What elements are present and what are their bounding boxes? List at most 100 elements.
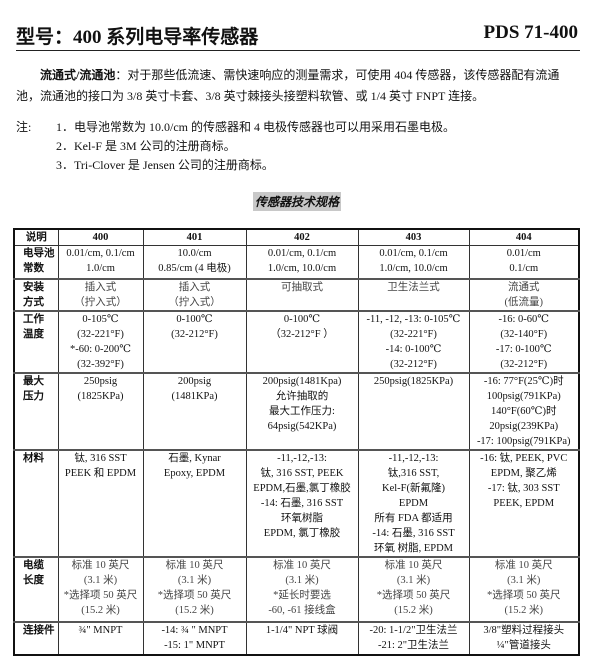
cell-line: -14: 石墨, 316 SST xyxy=(260,497,344,509)
row-label: 工作 温度 xyxy=(13,309,59,373)
table-cell: 0.01/cm, 0.1/cm 1.0/cm, 10.0/cm xyxy=(357,245,470,279)
table-cell: -16: 77°F(25℃)时 100psig(791KPa) 140°F(60℃)… xyxy=(468,371,580,450)
cell-line: 250psig(1825KPa) xyxy=(373,375,454,387)
cell-line: （拧入式） xyxy=(74,296,127,308)
row-label-line: 电缆 xyxy=(23,559,44,571)
cell-line: 1.0/cm xyxy=(86,263,115,274)
table-row: 最大压力 250psig (1825KPa) 200psig (1481KPa) 200p… xyxy=(13,371,580,450)
table-cell: 0-100℃ （32-212°F ） xyxy=(245,309,359,373)
cell-line: 250psig xyxy=(83,375,118,387)
cell-line: 140°F(60℃)时 xyxy=(490,405,557,417)
cell-line: 标准 10 英尺 xyxy=(165,559,224,571)
note-item: 3．Tri-Clover 是 Jensen 公司的注册商标。 xyxy=(56,158,274,172)
cell-line: 插入式 xyxy=(84,281,117,293)
cell-line: *选择项 50 英尺 xyxy=(63,589,138,601)
intro-paragraph: 流通式/流通池：对于那些低流速、需快速响应的测量需求，可使用 404 传感器，该… xyxy=(16,65,581,107)
table-cell: 插入式 （拧入式） xyxy=(142,277,247,311)
cell-line: -60, -61 接线盒 xyxy=(268,604,336,616)
table-cell: -16: 钛, PEEK, PVC EPDM, 聚乙烯 -17: 钛, 303 SS… xyxy=(468,448,580,557)
table-cell: 卫生法兰式 xyxy=(357,277,470,311)
table-cell: 钛, 316 SST PEEK 和 EPDM xyxy=(57,448,144,557)
row-label-line: 工作 xyxy=(23,313,44,325)
cell-line: 0.1/cm xyxy=(509,263,539,274)
header-cell: 说明 xyxy=(13,228,59,246)
cell-line: 0.01/cm, 0.1/cm xyxy=(379,248,448,259)
cell-line: -16: 77°F(25℃)时 xyxy=(483,375,564,387)
row-label-line: 材料 xyxy=(23,452,44,464)
cell-line: -11,-12,-13: xyxy=(277,452,327,464)
cell-line: EPDM xyxy=(398,497,429,509)
cell-line: 标准 10 英尺 xyxy=(384,559,443,571)
cell-line: -17: 钛, 303 SST xyxy=(487,482,560,494)
cell-line: 钛, 316 SST, PEEK xyxy=(260,467,344,479)
table-cell: -11, -12, -13: 0-105℃ (32-221°F) -14: 0-10… xyxy=(357,309,470,373)
cell-line: (3.1 米) xyxy=(285,574,319,586)
cell-line: 0.01/cm, 0.1/cm xyxy=(267,248,337,259)
row-label-line: 安装 xyxy=(23,281,44,293)
cell-line: ¾" MNPT xyxy=(78,624,123,636)
table-cell: 250psig(1825KPa) xyxy=(357,371,470,450)
cell-line: *选择项 50 英尺 xyxy=(157,589,232,601)
table-cell: 标准 10 英尺 (3.1 米) *选择项 50 英尺 (15.2 米) xyxy=(57,555,144,622)
cell-line: PEEK 和 EPDM xyxy=(64,467,137,479)
cell-line: -14: ¾ " MNPT xyxy=(161,624,228,636)
cell-line: (低流量) xyxy=(504,296,544,308)
cell-line: (32-140°F) xyxy=(500,328,548,340)
cell-line: Kel-F(新氟隆) xyxy=(382,482,445,494)
table-row: 材料 钛, 316 SST PEEK 和 EPDM 石墨, Kynar Epoxy, E… xyxy=(13,448,580,557)
cell-line: *-60: 0-200℃ xyxy=(69,343,132,355)
cell-line: (1825KPa) xyxy=(77,390,124,402)
cell-line: EPDM, 氯丁橡胶 xyxy=(263,527,341,539)
table-cell: 标准 10 英尺 (3.1 米) *选择项 50 英尺 (15.2 米) xyxy=(142,555,247,622)
cell-line: EPDM,石墨,氯丁橡胶 xyxy=(253,482,351,494)
table-cell: 0-105℃ (32-221°F) *-60: 0-200℃ (32-392°F) xyxy=(57,309,144,373)
cell-line: 64psig(542KPa) xyxy=(267,420,337,432)
cell-line: (3.1 米) xyxy=(177,574,212,586)
header-cell: 402 xyxy=(245,228,359,246)
header-cell: 403 xyxy=(357,228,470,246)
cell-line: 0.01/cm xyxy=(506,248,541,259)
table-cell: 0.01/cm, 0.1/cm 1.0/cm, 10.0/cm xyxy=(245,245,359,279)
cell-line: 10.0/cm xyxy=(177,248,212,259)
table-cell: -14: ¾ " MNPT -15: 1" MNPT xyxy=(142,620,247,655)
table-cell: 200psig(1481Kpa) 允许抽取的 最大工作压力: 64psig(542KP… xyxy=(245,371,359,450)
table-cell: 250psig (1825KPa) xyxy=(57,371,144,450)
row-label-line: 压力 xyxy=(23,390,44,402)
cell-line: *选择项 50 英尺 xyxy=(487,589,561,601)
cell-line: 1-1/4" NPT 球阀 xyxy=(265,624,339,636)
table-title: 传感器技术规格 xyxy=(253,192,342,211)
cell-line: -21: 2"卫生法兰 xyxy=(377,639,450,651)
table-cell: -20: 1-1/2"卫生法兰 -21: 2"卫生法兰 xyxy=(357,620,470,655)
cell-line: -20: 1-1/2"卫生法兰 xyxy=(369,624,458,636)
row-label: 电缆 长度 xyxy=(13,555,59,622)
cell-line: 环氧 树脂, EPDM xyxy=(373,542,454,554)
cell-line: 0.85/cm (4 电极) xyxy=(158,263,231,274)
cell-line: 流通式 xyxy=(508,281,540,293)
table-cell: 200psig (1481KPa) xyxy=(142,371,247,450)
cell-line: 标准 10 英尺 xyxy=(273,559,331,571)
cell-line: -11, -12, -13: 0-105℃ xyxy=(366,313,461,325)
table-cell: -11,-12,-13: 钛, 316 SST, PEEK EPDM,石墨,氯丁橡胶… xyxy=(245,448,359,557)
spec-table: 说明 400 401 402 403 404 电导池 常数 0.01/cm, 0.1… xyxy=(13,228,580,656)
table-cell: 标准 10 英尺 (3.1 米) *选择项 50 英尺 (15.2 米) xyxy=(357,555,470,622)
row-label-line: 温度 xyxy=(23,328,44,340)
table-cell: ¾" MNPT xyxy=(57,620,144,655)
cell-line: (32-221°F) xyxy=(390,328,437,340)
cell-line: Epoxy, EPDM xyxy=(163,467,226,479)
row-label-line: 最大 xyxy=(23,375,44,387)
intro-text: ：对于那些低流速、需快速响应的测量需求，可使用 404 传感器，该传感器配有流通… xyxy=(16,68,560,103)
note-item: 2．Kel-F 是 3M 公司的注册商标。 xyxy=(56,139,236,153)
cell-line: (15.2 米) xyxy=(394,604,433,616)
cell-line: 可抽取式 xyxy=(281,281,323,293)
cell-line: （32-212°F ） xyxy=(270,328,334,340)
table-row: 工作 温度 0-105℃ (32-221°F) *-60: 0-200℃ (32-392°… xyxy=(13,309,580,373)
cell-line: -14: 石墨, 316 SST xyxy=(372,527,455,539)
table-row: 安装 方式 插入式 （拧入式） 插入式 （拧入式） 可抽取式 卫生法兰式 流通式 (低流量) xyxy=(13,277,580,311)
cell-line: 标准 10 英尺 xyxy=(71,559,130,571)
table-header-row: 说明 400 401 402 403 404 xyxy=(13,228,580,246)
cell-line: EPDM, 聚乙烯 xyxy=(490,467,557,479)
cell-line: PEEK, EPDM xyxy=(493,497,555,509)
row-label-line: 方式 xyxy=(23,296,44,308)
table-row: 电导池 常数 0.01/cm, 0.1/cm 1.0/cm 10.0/cm 0.85/cm… xyxy=(13,245,580,279)
row-label: 连接件 xyxy=(13,620,59,655)
